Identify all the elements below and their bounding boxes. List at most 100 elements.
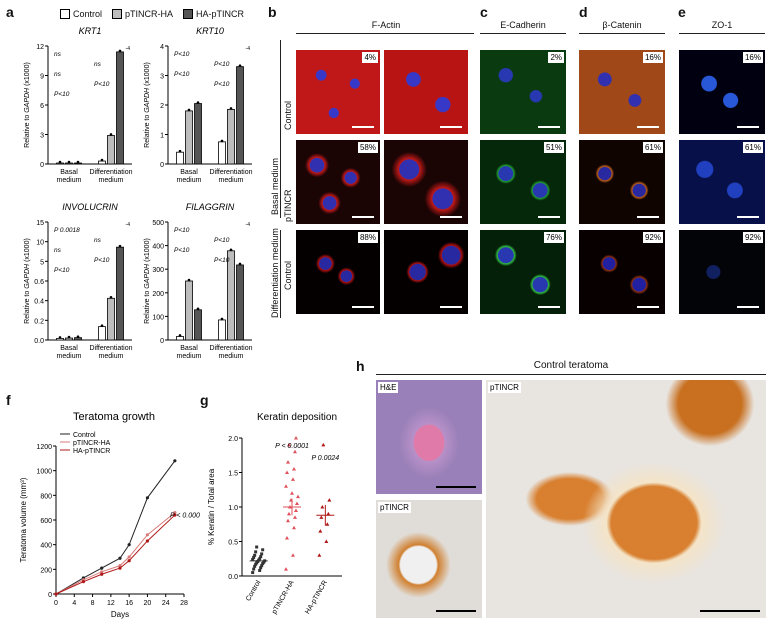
image-ptincr-large: pTINCR [486, 380, 766, 618]
scale-bar [538, 216, 560, 218]
bar [74, 337, 82, 341]
annotation-ns1: ns [94, 61, 102, 68]
image-factin-ptincr-basal-1: 58% [296, 140, 380, 224]
series-point [173, 511, 177, 515]
bar [116, 51, 124, 165]
data-point [252, 555, 256, 559]
data-point [260, 564, 264, 568]
bar [185, 280, 193, 341]
annotation-p2: P<10 [54, 91, 70, 98]
image-label-ptincr-large: pTINCR [488, 382, 521, 393]
x-tick-label: 16 [125, 600, 133, 607]
y-tick-label: 9 [40, 74, 44, 81]
group-label-diff: Differentiation medium [270, 228, 280, 318]
y-tick-label: 1200 [36, 444, 52, 451]
y-tick-label: 200 [40, 567, 52, 574]
y-tick-label: 0 [160, 162, 164, 169]
bar [116, 246, 124, 341]
x-tick-label: 28 [180, 600, 188, 607]
y-tick-label: 400 [40, 543, 52, 550]
legend-swatch-control [60, 9, 70, 19]
image-bcatenin-control-basal: 16% [579, 50, 665, 134]
data-point [317, 553, 322, 557]
annotation-p2: P<10 [54, 267, 70, 274]
data-point [259, 566, 263, 570]
panel-label-g: g [200, 392, 209, 408]
y-tick-label: 2 [160, 103, 164, 110]
data-point [285, 536, 289, 540]
annotation-p1: P<10 [94, 81, 110, 88]
legend-label: Control [73, 432, 96, 439]
chart-title: KRT1 [79, 26, 102, 36]
image-ptincr-small: pTINCR [376, 500, 482, 618]
data-point [321, 442, 326, 447]
data-point [76, 335, 80, 338]
data-point [294, 508, 298, 512]
annotation-p2: P<10 [174, 247, 190, 254]
data-point [261, 548, 265, 552]
legend-label-ptincr-ha: pTINCR-HA [125, 9, 174, 19]
data-point [287, 442, 291, 447]
y-tick-label: 800 [40, 493, 52, 500]
x-label-line1: Differentiation [209, 345, 252, 352]
header-beta-catenin: β-Catenin [602, 20, 642, 30]
scale-bar [737, 216, 759, 218]
legend-swatch-ha-ptincr [183, 9, 194, 19]
data-point [284, 567, 288, 571]
series-point [173, 513, 177, 517]
x-label-line2: medium [219, 353, 244, 360]
bar [107, 135, 115, 165]
y-tick-label: 0.0 [228, 574, 238, 581]
y-tick-label: 1000 [36, 469, 52, 476]
data-point [238, 64, 242, 67]
bar [194, 309, 202, 341]
data-point [187, 278, 191, 282]
series-point [173, 459, 177, 463]
series-point [100, 570, 104, 574]
image-factin-ptincr-basal-2 [384, 140, 468, 224]
scale-bar [538, 126, 560, 128]
x-label-line1: Differentiation [89, 169, 132, 176]
chart-title: Teratoma growth [73, 411, 155, 423]
annotation-p2: P<10 [174, 71, 190, 78]
data-point [220, 317, 224, 321]
header-underline-c [480, 33, 566, 34]
x-label-line1: Basal [180, 169, 198, 176]
annotation-p3: P<10 [214, 81, 230, 88]
y-axis-label: % Keratin / Total area [207, 468, 216, 545]
p-value-1: P < 0.0001 [275, 443, 309, 450]
group-bracket-diff [280, 230, 281, 318]
y-tick-label: 1.0 [228, 505, 238, 512]
data-point [258, 557, 262, 561]
data-point [100, 324, 104, 327]
pct-label: 2% [548, 52, 564, 63]
data-point [187, 108, 191, 112]
image-he: H&E [376, 380, 482, 494]
y-tick-label: 500 [152, 220, 164, 227]
annotation-p1: P<10 [214, 61, 230, 68]
image-ecadherin-control-basal: 2% [480, 50, 566, 134]
series-point [118, 556, 122, 560]
y-tick-label: 0.2 [34, 318, 44, 325]
x-label-line2: medium [99, 353, 124, 360]
data-point [253, 553, 257, 557]
series-point [145, 496, 150, 500]
pct-label: 51% [543, 142, 564, 153]
data-point [252, 567, 256, 571]
data-point [67, 335, 71, 339]
y-tick-label: 0 [40, 162, 44, 169]
bar [98, 160, 106, 165]
legend-label-ha-ptincr: HA-pTINCR [196, 9, 245, 19]
data-point [253, 564, 257, 568]
series-point [145, 539, 150, 543]
scale-bar [352, 126, 374, 128]
y-tick-label: 2.0 [228, 436, 238, 443]
series-point [54, 592, 58, 596]
y-tick-label: 5 [40, 259, 44, 266]
header-underline-b [296, 33, 474, 34]
legend-a: Control pTINCR-HA HA-pTINCR [60, 9, 244, 19]
x-label-line1: Basal [60, 345, 78, 352]
annotation-exponent: -4 [246, 46, 251, 52]
data-point [255, 545, 259, 549]
x-tick-label: 24 [162, 600, 170, 607]
